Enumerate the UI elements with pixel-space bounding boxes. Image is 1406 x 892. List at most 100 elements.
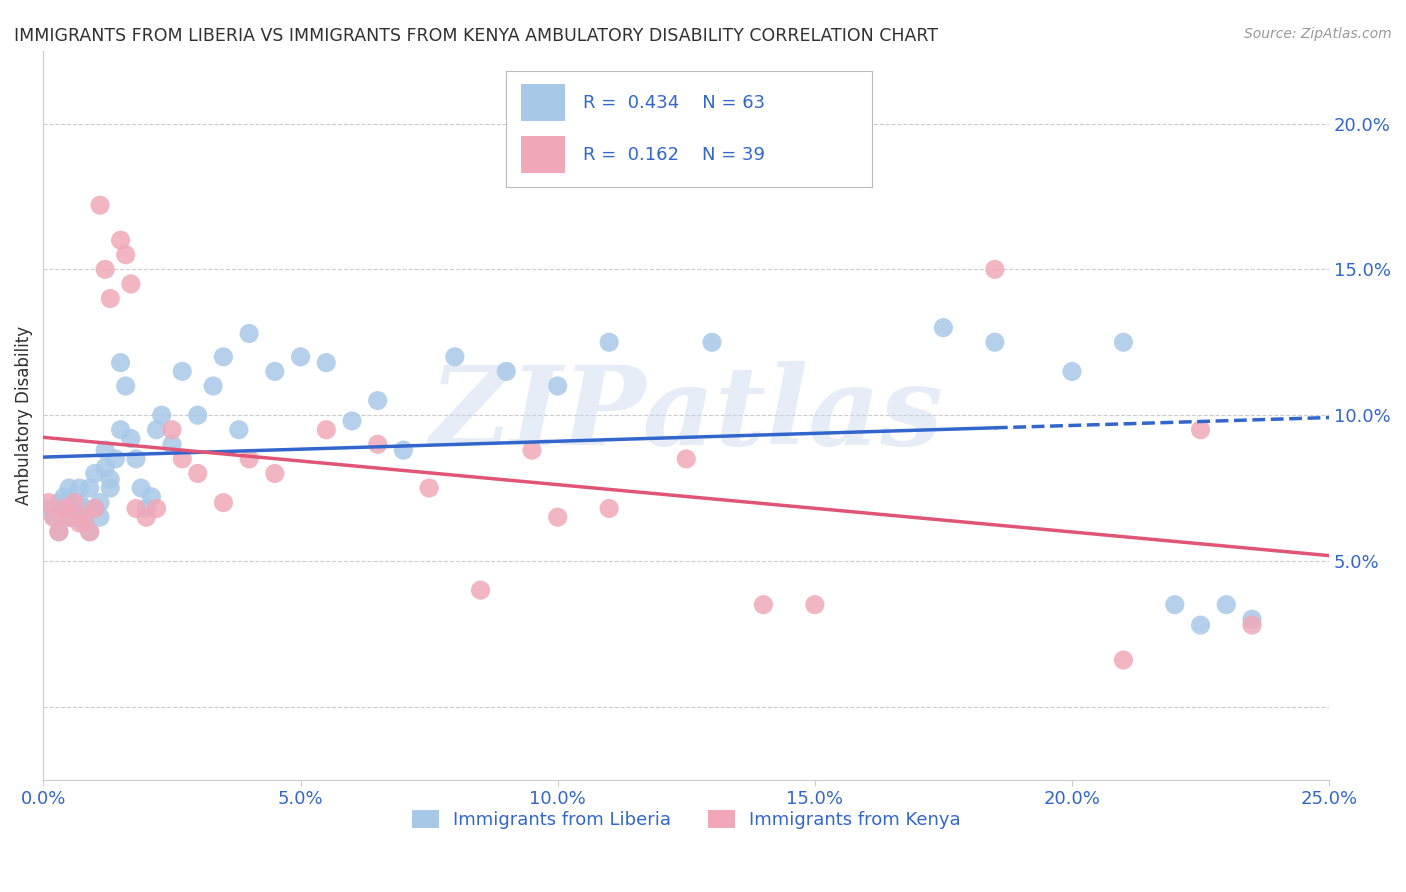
Point <box>89 510 111 524</box>
Point <box>202 379 225 393</box>
Point <box>83 501 105 516</box>
Y-axis label: Ambulatory Disability: Ambulatory Disability <box>15 326 32 505</box>
Point <box>94 460 117 475</box>
Point <box>830 131 852 145</box>
Point <box>110 233 132 247</box>
Point <box>135 510 157 524</box>
Point <box>110 423 132 437</box>
Point <box>67 516 90 530</box>
Point <box>187 408 209 422</box>
Point <box>120 277 142 291</box>
Point <box>38 501 60 516</box>
Point <box>58 510 80 524</box>
Point <box>984 335 1007 350</box>
Point <box>73 501 96 516</box>
Point <box>53 501 76 516</box>
Point <box>38 495 60 509</box>
Text: ZIPatlas: ZIPatlas <box>429 361 943 469</box>
Point <box>63 501 86 516</box>
Point <box>63 510 86 524</box>
Point <box>212 495 235 509</box>
Point <box>752 598 775 612</box>
Point <box>89 198 111 212</box>
Point <box>212 350 235 364</box>
Point <box>73 510 96 524</box>
Point <box>290 350 312 364</box>
Point <box>67 481 90 495</box>
Point <box>58 481 80 495</box>
Point <box>42 510 65 524</box>
Point <box>228 423 250 437</box>
Legend: Immigrants from Liberia, Immigrants from Kenya: Immigrants from Liberia, Immigrants from… <box>405 803 967 836</box>
Point <box>315 423 337 437</box>
Point <box>125 451 148 466</box>
Point <box>1240 612 1263 626</box>
Point <box>48 524 70 539</box>
Point <box>98 472 121 486</box>
Point <box>79 481 101 495</box>
Point <box>79 524 101 539</box>
Point <box>392 443 415 458</box>
Point <box>89 495 111 509</box>
Point <box>150 408 173 422</box>
Point <box>48 524 70 539</box>
Point <box>1112 653 1135 667</box>
Point <box>129 481 152 495</box>
Point <box>53 490 76 504</box>
Point <box>58 510 80 524</box>
Point <box>63 495 86 509</box>
Point <box>187 467 209 481</box>
Point <box>1189 618 1212 632</box>
Point <box>598 335 620 350</box>
Point <box>79 524 101 539</box>
Point <box>495 364 517 378</box>
Point <box>98 292 121 306</box>
Point <box>160 423 183 437</box>
Text: Source: ZipAtlas.com: Source: ZipAtlas.com <box>1244 27 1392 41</box>
Point <box>73 516 96 530</box>
Point <box>114 379 136 393</box>
Point <box>418 481 440 495</box>
FancyBboxPatch shape <box>520 84 565 121</box>
Point <box>984 262 1007 277</box>
FancyBboxPatch shape <box>520 136 565 173</box>
Point <box>1164 598 1187 612</box>
Point <box>145 423 167 437</box>
Point <box>125 501 148 516</box>
Point <box>114 248 136 262</box>
Point <box>1112 335 1135 350</box>
Point <box>804 598 827 612</box>
Point <box>263 467 285 481</box>
Point <box>700 335 723 350</box>
Point <box>547 510 569 524</box>
Point <box>58 495 80 509</box>
Point <box>42 510 65 524</box>
Point <box>315 356 337 370</box>
Point <box>67 495 90 509</box>
Point <box>263 364 285 378</box>
Point <box>172 451 194 466</box>
Point <box>110 356 132 370</box>
Point <box>1189 423 1212 437</box>
Text: R =  0.434    N = 63: R = 0.434 N = 63 <box>583 94 765 112</box>
Point <box>160 437 183 451</box>
Point <box>598 501 620 516</box>
Point <box>238 326 260 341</box>
Point <box>1240 618 1263 632</box>
Point <box>932 320 955 334</box>
Point <box>141 490 163 504</box>
Point <box>94 262 117 277</box>
Point <box>367 437 389 451</box>
Point <box>145 501 167 516</box>
Point <box>83 501 105 516</box>
Point <box>98 481 121 495</box>
Point <box>104 451 127 466</box>
Point <box>53 501 76 516</box>
Point <box>135 501 157 516</box>
Point <box>470 583 492 598</box>
Text: R =  0.162    N = 39: R = 0.162 N = 39 <box>583 146 765 164</box>
Point <box>367 393 389 408</box>
Point <box>1060 364 1083 378</box>
Point <box>238 451 260 466</box>
Point <box>675 451 697 466</box>
